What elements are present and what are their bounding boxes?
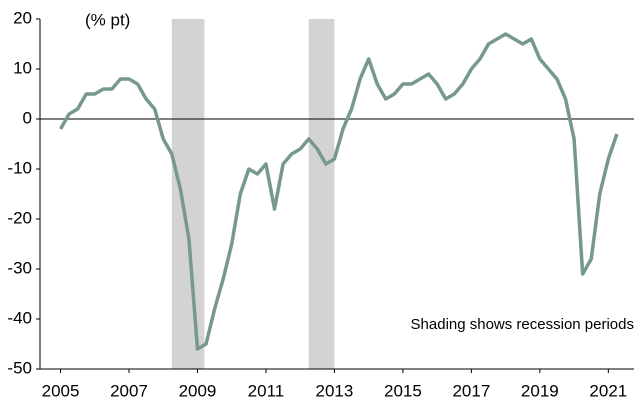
x-tick-label: 2015 [384,381,422,400]
x-tick-label: 2021 [589,381,627,400]
x-tick-label: 2007 [110,381,148,400]
x-tick-label: 2009 [179,381,217,400]
unit-label: (% pt) [85,10,130,29]
y-tick-label: -40 [7,308,32,327]
x-tick-label: 2005 [42,381,80,400]
annotation: Shading shows recession periods [411,316,634,333]
y-tick-label: -30 [7,258,32,277]
y-tick-label: -20 [7,208,32,227]
y-tick-label: -10 [7,158,32,177]
y-tick-label: 0 [23,108,32,127]
x-tick-label: 2019 [521,381,559,400]
y-tick-label: 10 [13,58,32,77]
series-line [59,32,619,351]
recession-shade [171,19,205,369]
y-tick-label: 20 [13,8,32,27]
y-tick-label: -50 [7,358,32,377]
x-tick-label: 2011 [248,381,285,400]
x-tick-label: 2013 [316,381,354,400]
recession-shade [308,19,335,369]
x-tick-label: 2017 [452,381,490,400]
